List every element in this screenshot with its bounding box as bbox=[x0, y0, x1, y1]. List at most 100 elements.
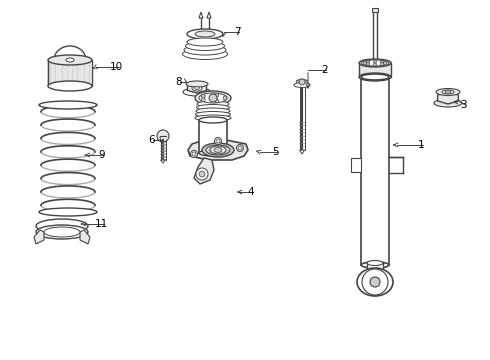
Circle shape bbox=[384, 62, 387, 64]
Circle shape bbox=[157, 130, 169, 142]
Bar bbox=[351, 158, 361, 172]
Ellipse shape bbox=[48, 55, 92, 65]
Polygon shape bbox=[54, 46, 86, 60]
Ellipse shape bbox=[62, 56, 78, 64]
Ellipse shape bbox=[357, 268, 393, 296]
Circle shape bbox=[237, 144, 244, 152]
Text: 11: 11 bbox=[95, 219, 108, 229]
Ellipse shape bbox=[359, 73, 391, 81]
Circle shape bbox=[367, 63, 369, 66]
Ellipse shape bbox=[39, 208, 97, 216]
Circle shape bbox=[370, 277, 380, 287]
Text: 1: 1 bbox=[418, 140, 425, 150]
Bar bbox=[199, 120, 227, 153]
Circle shape bbox=[367, 60, 369, 63]
Ellipse shape bbox=[44, 227, 80, 237]
Circle shape bbox=[215, 138, 221, 144]
Text: 3: 3 bbox=[460, 100, 466, 110]
Polygon shape bbox=[207, 12, 211, 18]
Polygon shape bbox=[161, 160, 166, 163]
Circle shape bbox=[201, 98, 205, 102]
Circle shape bbox=[238, 146, 242, 150]
Text: 8: 8 bbox=[175, 77, 182, 87]
Polygon shape bbox=[188, 140, 248, 160]
Ellipse shape bbox=[182, 49, 227, 59]
Text: 10: 10 bbox=[110, 62, 123, 72]
Text: 7: 7 bbox=[234, 27, 241, 37]
Circle shape bbox=[299, 79, 305, 85]
Polygon shape bbox=[194, 158, 214, 184]
Polygon shape bbox=[299, 150, 304, 154]
Ellipse shape bbox=[195, 86, 199, 90]
Polygon shape bbox=[438, 92, 458, 104]
Ellipse shape bbox=[197, 101, 229, 107]
Ellipse shape bbox=[361, 60, 389, 66]
Circle shape bbox=[381, 60, 384, 63]
Circle shape bbox=[192, 152, 196, 156]
Ellipse shape bbox=[195, 31, 215, 37]
Circle shape bbox=[191, 150, 197, 158]
Ellipse shape bbox=[195, 91, 231, 105]
Ellipse shape bbox=[361, 74, 389, 80]
Ellipse shape bbox=[442, 90, 454, 94]
Ellipse shape bbox=[186, 81, 208, 87]
Ellipse shape bbox=[39, 101, 97, 109]
Bar bbox=[372, 8, 378, 12]
Bar bbox=[367, 262, 383, 270]
Circle shape bbox=[364, 62, 367, 64]
Ellipse shape bbox=[202, 143, 234, 157]
Circle shape bbox=[209, 94, 217, 102]
Bar bbox=[361, 77, 389, 265]
Bar bbox=[48, 60, 92, 86]
Circle shape bbox=[201, 94, 205, 98]
Polygon shape bbox=[199, 12, 203, 18]
Text: 9: 9 bbox=[98, 150, 105, 160]
Ellipse shape bbox=[196, 104, 229, 111]
Ellipse shape bbox=[184, 45, 226, 55]
Circle shape bbox=[381, 63, 384, 66]
Circle shape bbox=[223, 96, 227, 100]
Text: 6: 6 bbox=[148, 135, 155, 145]
Circle shape bbox=[362, 269, 388, 295]
Ellipse shape bbox=[434, 99, 462, 107]
Circle shape bbox=[216, 139, 220, 143]
Ellipse shape bbox=[445, 91, 451, 93]
Ellipse shape bbox=[199, 150, 227, 156]
Bar bbox=[359, 63, 391, 77]
Ellipse shape bbox=[214, 148, 222, 153]
Circle shape bbox=[215, 93, 219, 97]
Polygon shape bbox=[80, 230, 90, 244]
Ellipse shape bbox=[196, 108, 230, 114]
Ellipse shape bbox=[195, 115, 231, 121]
Ellipse shape bbox=[361, 262, 389, 268]
Circle shape bbox=[199, 171, 205, 177]
Ellipse shape bbox=[36, 225, 88, 239]
Ellipse shape bbox=[367, 261, 383, 266]
Polygon shape bbox=[188, 83, 206, 93]
Ellipse shape bbox=[199, 117, 227, 123]
Ellipse shape bbox=[183, 88, 211, 96]
Ellipse shape bbox=[199, 93, 227, 103]
Circle shape bbox=[373, 63, 376, 66]
Ellipse shape bbox=[36, 219, 88, 233]
Ellipse shape bbox=[294, 82, 310, 87]
Ellipse shape bbox=[192, 85, 202, 91]
Ellipse shape bbox=[186, 41, 224, 50]
Ellipse shape bbox=[359, 59, 391, 67]
Circle shape bbox=[215, 99, 219, 103]
Ellipse shape bbox=[436, 89, 460, 95]
Polygon shape bbox=[297, 79, 307, 85]
Ellipse shape bbox=[48, 81, 92, 91]
Circle shape bbox=[196, 168, 208, 180]
Ellipse shape bbox=[210, 146, 226, 154]
Ellipse shape bbox=[196, 112, 230, 117]
Ellipse shape bbox=[66, 58, 74, 62]
Ellipse shape bbox=[187, 38, 223, 46]
Ellipse shape bbox=[206, 145, 230, 155]
Text: 4: 4 bbox=[247, 187, 254, 197]
Polygon shape bbox=[34, 230, 44, 244]
Circle shape bbox=[373, 60, 376, 63]
Text: 5: 5 bbox=[272, 147, 279, 157]
Text: 2: 2 bbox=[321, 65, 328, 75]
Ellipse shape bbox=[187, 29, 223, 39]
